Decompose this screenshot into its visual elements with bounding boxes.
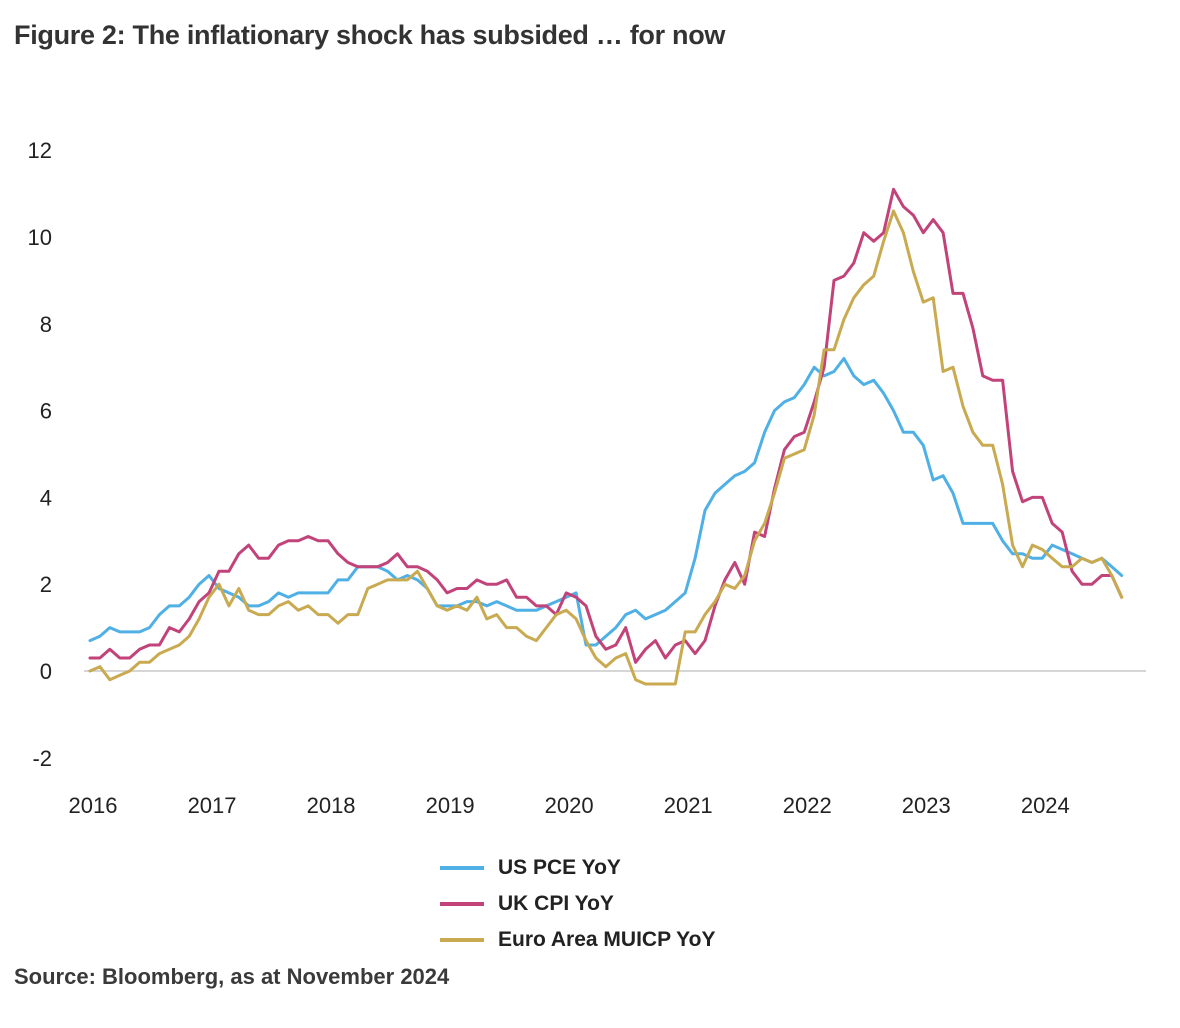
legend-label-euro-muicp: Euro Area MUICP YoY: [498, 928, 716, 951]
series-line-us-pce: [88, 357, 1124, 647]
x-tick-label: 2024: [1021, 793, 1070, 818]
chart-title: Figure 2: The inflationary shock has sub…: [14, 20, 726, 50]
y-tick-label: 6: [40, 399, 52, 424]
y-tick-label: 4: [40, 485, 52, 510]
x-tick-label: 2023: [902, 793, 951, 818]
line-chart: 12 10 8 6 4 2 0 -2 2016 2017 2018 2019 2020 2021 2022…: [28, 138, 1146, 818]
source-note: Source: Bloomberg, as at November 2024: [14, 964, 450, 989]
x-tick-label: 2018: [307, 793, 356, 818]
y-tick-label: 2: [40, 572, 52, 597]
y-tick-label: 10: [28, 225, 52, 250]
legend-item-us-pce: US PCE YoY: [440, 850, 715, 886]
x-tick-label: 2016: [69, 793, 118, 818]
legend-item-euro-muicp: Euro Area MUICP YoY: [440, 922, 715, 958]
legend-label-us-pce: US PCE YoY: [498, 856, 621, 879]
legend: US PCE YoY UK CPI YoY Euro Area MUICP Yo…: [440, 850, 715, 958]
y-tick-label: 0: [40, 659, 52, 684]
x-tick-label: 2022: [783, 793, 832, 818]
legend-item-uk-cpi: UK CPI YoY: [440, 886, 715, 922]
legend-swatch-euro-muicp: [440, 938, 484, 942]
x-tick-label: 2020: [545, 793, 594, 818]
legend-swatch-us-pce: [440, 866, 484, 870]
legend-swatch-uk-cpi: [440, 902, 484, 906]
y-tick-label: 12: [28, 138, 52, 163]
legend-label-uk-cpi: UK CPI YoY: [498, 892, 614, 915]
series-line-uk-cpi: [88, 187, 1124, 664]
x-tick-label: 2021: [664, 793, 713, 818]
y-axis: 12 10 8 6 4 2 0 -2: [28, 138, 52, 771]
x-axis: 2016 2017 2018 2019 2020 2021 2022 2023 2024: [69, 793, 1070, 818]
y-tick-label: 8: [40, 312, 52, 337]
series-line-euro-muicp: [88, 209, 1124, 686]
series-lines: [88, 187, 1124, 686]
y-tick-label: -2: [32, 746, 52, 771]
x-tick-label: 2017: [188, 793, 237, 818]
x-tick-label: 2019: [426, 793, 475, 818]
